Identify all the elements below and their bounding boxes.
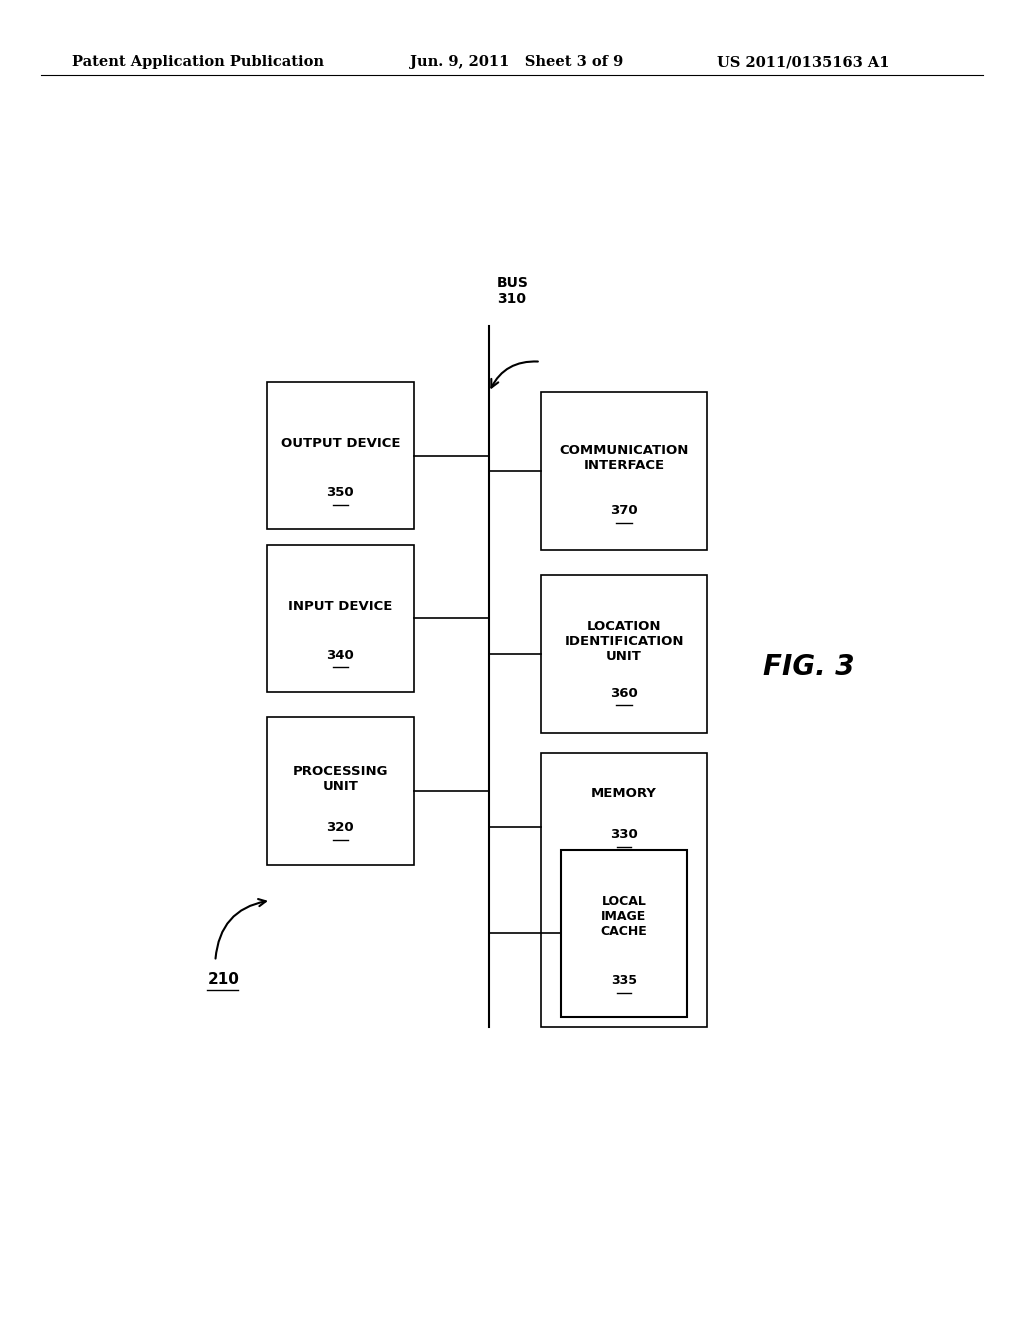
Text: PROCESSING
UNIT: PROCESSING UNIT (293, 766, 388, 793)
Bar (541, 392, 708, 549)
Text: 350: 350 (327, 486, 354, 499)
Text: 335: 335 (611, 974, 637, 987)
Bar (541, 752, 708, 1027)
Text: LOCATION
IDENTIFICATION
UNIT: LOCATION IDENTIFICATION UNIT (564, 620, 684, 663)
Text: 360: 360 (610, 686, 638, 700)
Bar (560, 850, 687, 1018)
Text: 330: 330 (610, 828, 638, 841)
Text: COMMUNICATION
INTERFACE: COMMUNICATION INTERFACE (559, 445, 689, 473)
Text: LOCAL
IMAGE
CACHE: LOCAL IMAGE CACHE (601, 895, 647, 939)
Bar (541, 576, 708, 733)
Text: MEMORY: MEMORY (591, 787, 657, 800)
Text: Jun. 9, 2011   Sheet 3 of 9: Jun. 9, 2011 Sheet 3 of 9 (410, 55, 623, 70)
Text: 210: 210 (207, 972, 240, 986)
Bar (267, 381, 414, 529)
Text: 320: 320 (327, 821, 354, 834)
Text: 340: 340 (327, 648, 354, 661)
Text: BUS
310: BUS 310 (497, 276, 529, 306)
Bar (267, 718, 414, 865)
Text: OUTPUT DEVICE: OUTPUT DEVICE (281, 437, 400, 450)
Bar (267, 545, 414, 692)
Text: 370: 370 (610, 504, 638, 517)
Text: Patent Application Publication: Patent Application Publication (72, 55, 324, 70)
Text: FIG. 3: FIG. 3 (763, 652, 854, 681)
Text: US 2011/0135163 A1: US 2011/0135163 A1 (717, 55, 889, 70)
Text: INPUT DEVICE: INPUT DEVICE (288, 601, 392, 612)
